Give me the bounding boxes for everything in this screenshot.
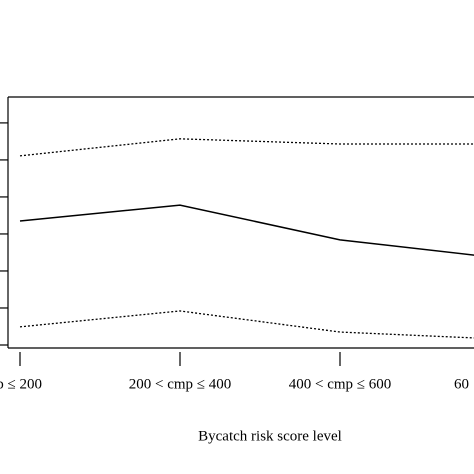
series-line: [19, 138, 474, 157]
series-line: [19, 204, 474, 256]
series-line: [19, 310, 474, 339]
x-axis-title: Bycatch risk score level: [198, 428, 342, 444]
x-tick-label: 400 < cmp ≤ 600: [289, 376, 392, 392]
x-tick-label: mp ≤ 200: [0, 376, 42, 392]
x-tick-label: 60: [454, 376, 469, 392]
x-tick-label: 200 < cmp ≤ 400: [129, 376, 232, 392]
